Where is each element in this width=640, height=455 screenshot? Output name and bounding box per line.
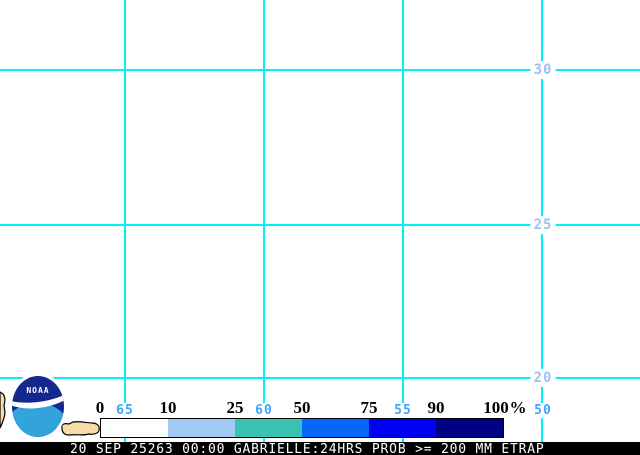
latitude-label: 30 bbox=[530, 61, 556, 79]
grid-line-vertical bbox=[402, 0, 404, 442]
scale-tick-label: 25 bbox=[226, 398, 244, 417]
scale-tick-label: 90 bbox=[427, 398, 445, 417]
longitude-label: 55 bbox=[392, 403, 414, 418]
probability-color-scale bbox=[100, 418, 504, 438]
color-scale-segment bbox=[302, 419, 369, 437]
percent-label: % bbox=[509, 398, 527, 417]
grid-line-vertical bbox=[263, 0, 265, 442]
scale-tick-label: 50 bbox=[293, 398, 311, 417]
color-scale-segment bbox=[235, 419, 302, 437]
scale-tick-label: 75 bbox=[360, 398, 378, 417]
grid-line-horizontal bbox=[0, 69, 640, 71]
scale-tick-label: 0 bbox=[95, 398, 105, 417]
noaa-sea-shape bbox=[12, 403, 64, 437]
status-bar: 20 SEP 25263 00:00 GABRIELLE:24HRS PROB … bbox=[0, 442, 640, 455]
noaa-logo: NOAA bbox=[9, 373, 67, 440]
grid-line-horizontal bbox=[0, 224, 640, 226]
scale-tick-label: 10 bbox=[159, 398, 177, 417]
latitude-label: 25 bbox=[530, 216, 556, 234]
color-scale-segment bbox=[168, 419, 235, 437]
color-scale-segment bbox=[436, 419, 503, 437]
color-scale-segment bbox=[369, 419, 436, 437]
scale-tick-label: 100 bbox=[483, 398, 509, 417]
longitude-label: 65 bbox=[114, 403, 136, 418]
grid-line-vertical bbox=[124, 0, 126, 442]
status-bar-text: 20 SEP 25263 00:00 GABRIELLE:24HRS PROB … bbox=[70, 442, 545, 455]
grid-line-horizontal bbox=[0, 377, 640, 379]
longitude-label: 50 bbox=[532, 403, 554, 418]
longitude-label: 60 bbox=[253, 403, 275, 418]
noaa-logo-text: NOAA bbox=[26, 386, 50, 395]
color-scale-segment bbox=[101, 419, 168, 437]
latitude-label: 20 bbox=[530, 369, 556, 387]
island-puerto-rico bbox=[61, 421, 100, 436]
noaa-logo-emblem: NOAA bbox=[12, 376, 64, 437]
island-hispaniola-edge bbox=[0, 391, 6, 429]
